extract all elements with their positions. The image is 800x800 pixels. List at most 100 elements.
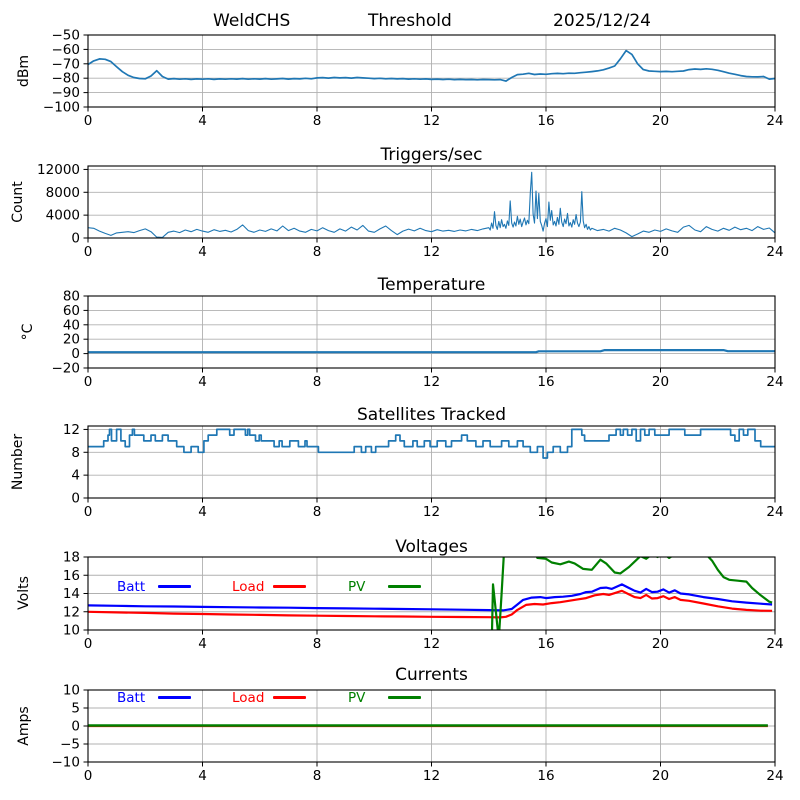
svg-text:24: 24	[766, 768, 783, 784]
currents-legend-pv-label: PV	[348, 690, 366, 706]
svg-text:24: 24	[766, 636, 783, 652]
figure-title-station: WeldCHS	[213, 11, 291, 31]
svg-text:16: 16	[63, 568, 80, 584]
svg-text:60: 60	[63, 303, 80, 319]
svg-text:8: 8	[313, 504, 322, 520]
svg-text:40: 40	[63, 317, 80, 333]
ylabel-dbm: dBm	[16, 54, 32, 88]
svg-text:4: 4	[198, 244, 207, 260]
svg-text:0: 0	[84, 768, 93, 784]
svg-text:16: 16	[537, 504, 554, 520]
svg-text:24: 24	[766, 374, 783, 390]
svg-text:4: 4	[198, 636, 207, 652]
ylabel-celsius: °C	[20, 323, 36, 341]
svg-text:12: 12	[423, 504, 440, 520]
voltages-legend-load-label: Load	[232, 579, 265, 595]
voltages-legend-pv-swatch	[388, 585, 421, 588]
svg-text:14: 14	[63, 586, 80, 602]
currents-legend-batt-label: Batt	[117, 690, 146, 706]
svg-text:20: 20	[652, 768, 669, 784]
svg-text:12000: 12000	[37, 162, 80, 178]
svg-text:10: 10	[63, 623, 80, 639]
voltages-legend-load-swatch	[273, 585, 306, 588]
chart-title-satellites: Satellites Tracked	[356, 405, 506, 425]
ylabel-amps: Amps	[16, 706, 32, 746]
svg-text:0: 0	[84, 113, 93, 129]
svg-text:−100: −100	[43, 100, 80, 116]
svg-text:−5: −5	[60, 737, 80, 753]
voltages-legend-batt-swatch	[158, 585, 191, 588]
svg-text:5: 5	[71, 701, 80, 717]
currents-legend-load-label: Load	[232, 690, 265, 706]
svg-text:16: 16	[537, 636, 554, 652]
svg-text:4: 4	[198, 374, 207, 390]
svg-text:20: 20	[652, 374, 669, 390]
svg-text:12: 12	[423, 636, 440, 652]
svg-text:12: 12	[423, 244, 440, 260]
svg-text:12: 12	[423, 113, 440, 129]
svg-text:24: 24	[766, 244, 783, 260]
svg-text:4: 4	[71, 468, 80, 484]
svg-text:0: 0	[71, 346, 80, 362]
svg-text:16: 16	[537, 244, 554, 260]
svg-text:8: 8	[313, 636, 322, 652]
svg-text:−90: −90	[52, 85, 81, 101]
currents-legend-pv-swatch	[388, 696, 421, 699]
svg-text:20: 20	[652, 244, 669, 260]
svg-text:−70: −70	[52, 56, 81, 72]
svg-text:−20: −20	[52, 361, 81, 377]
ylabel-volts: Volts	[16, 576, 32, 610]
svg-text:16: 16	[537, 768, 554, 784]
svg-text:20: 20	[652, 113, 669, 129]
svg-text:16: 16	[537, 113, 554, 129]
svg-text:4000: 4000	[46, 208, 80, 224]
chart-title-temperature: Temperature	[377, 275, 486, 295]
svg-text:0: 0	[84, 244, 93, 260]
svg-text:12: 12	[423, 768, 440, 784]
svg-text:8: 8	[313, 244, 322, 260]
currents-legend-batt-swatch	[158, 696, 191, 699]
svg-text:12: 12	[423, 374, 440, 390]
svg-text:8000: 8000	[46, 185, 80, 201]
chart-title-voltages: Voltages	[395, 537, 468, 557]
chart-title-triggers: Triggers/sec	[380, 145, 483, 165]
svg-text:−10: −10	[52, 755, 81, 771]
svg-text:24: 24	[766, 113, 783, 129]
svg-text:0: 0	[84, 374, 93, 390]
svg-text:20: 20	[63, 332, 80, 348]
ylabel-number: Number	[10, 433, 26, 491]
svg-text:8: 8	[313, 374, 322, 390]
svg-text:0: 0	[84, 636, 93, 652]
svg-text:16: 16	[537, 374, 554, 390]
svg-text:0: 0	[71, 719, 80, 735]
svg-text:8: 8	[313, 113, 322, 129]
svg-text:4: 4	[198, 113, 207, 129]
svg-text:12: 12	[63, 604, 80, 620]
svg-text:−60: −60	[52, 42, 81, 58]
svg-text:24: 24	[766, 504, 783, 520]
currents-legend-load-swatch	[273, 696, 306, 699]
svg-text:0: 0	[84, 504, 93, 520]
svg-text:18: 18	[63, 550, 80, 566]
voltages-legend-pv-label: PV	[348, 579, 366, 595]
svg-text:10: 10	[63, 683, 80, 699]
svg-text:4: 4	[198, 768, 207, 784]
svg-text:20: 20	[652, 636, 669, 652]
svg-text:0: 0	[71, 231, 80, 247]
svg-text:8: 8	[313, 768, 322, 784]
svg-text:0: 0	[71, 491, 80, 507]
chart-title-currents: Currents	[395, 665, 468, 685]
voltages-legend-batt-label: Batt	[117, 579, 146, 595]
ylabel-count: Count	[10, 181, 26, 223]
svg-text:8: 8	[71, 445, 80, 461]
svg-text:4: 4	[198, 504, 207, 520]
svg-text:12: 12	[63, 422, 80, 438]
svg-text:20: 20	[652, 504, 669, 520]
svg-text:−50: −50	[52, 28, 81, 44]
figure-title-threshold: Threshold	[368, 11, 452, 31]
svg-text:−80: −80	[52, 71, 81, 87]
figure-title-date: 2025/12/24	[553, 11, 651, 31]
svg-text:80: 80	[63, 289, 80, 305]
